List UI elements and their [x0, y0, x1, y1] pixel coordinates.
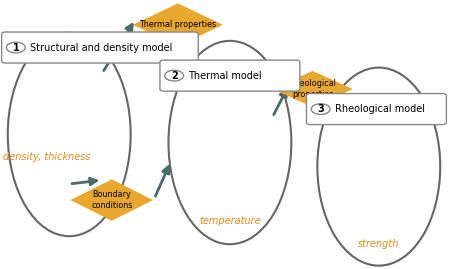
- Text: Thermal properties: Thermal properties: [139, 20, 217, 29]
- Polygon shape: [71, 179, 153, 221]
- FancyBboxPatch shape: [160, 60, 300, 91]
- FancyBboxPatch shape: [307, 94, 447, 125]
- Text: Rheological model: Rheological model: [335, 104, 425, 114]
- Circle shape: [6, 42, 25, 53]
- Ellipse shape: [8, 33, 131, 236]
- Circle shape: [311, 104, 330, 114]
- FancyBboxPatch shape: [1, 32, 198, 63]
- Text: density, thickness: density, thickness: [3, 152, 91, 162]
- Text: temperature: temperature: [199, 217, 261, 226]
- Circle shape: [164, 70, 183, 81]
- Text: 1: 1: [12, 43, 19, 52]
- Text: strength: strength: [358, 239, 400, 249]
- Text: Rheological
properties: Rheological properties: [289, 79, 336, 99]
- Text: Structural and density model: Structural and density model: [30, 43, 173, 52]
- Text: Thermal model: Thermal model: [188, 71, 262, 81]
- Polygon shape: [133, 3, 223, 46]
- Text: 2: 2: [171, 71, 178, 81]
- Text: Boundary
conditions: Boundary conditions: [91, 190, 132, 210]
- Ellipse shape: [168, 41, 292, 244]
- Ellipse shape: [318, 68, 440, 266]
- Text: 3: 3: [317, 104, 324, 114]
- Polygon shape: [273, 71, 353, 107]
